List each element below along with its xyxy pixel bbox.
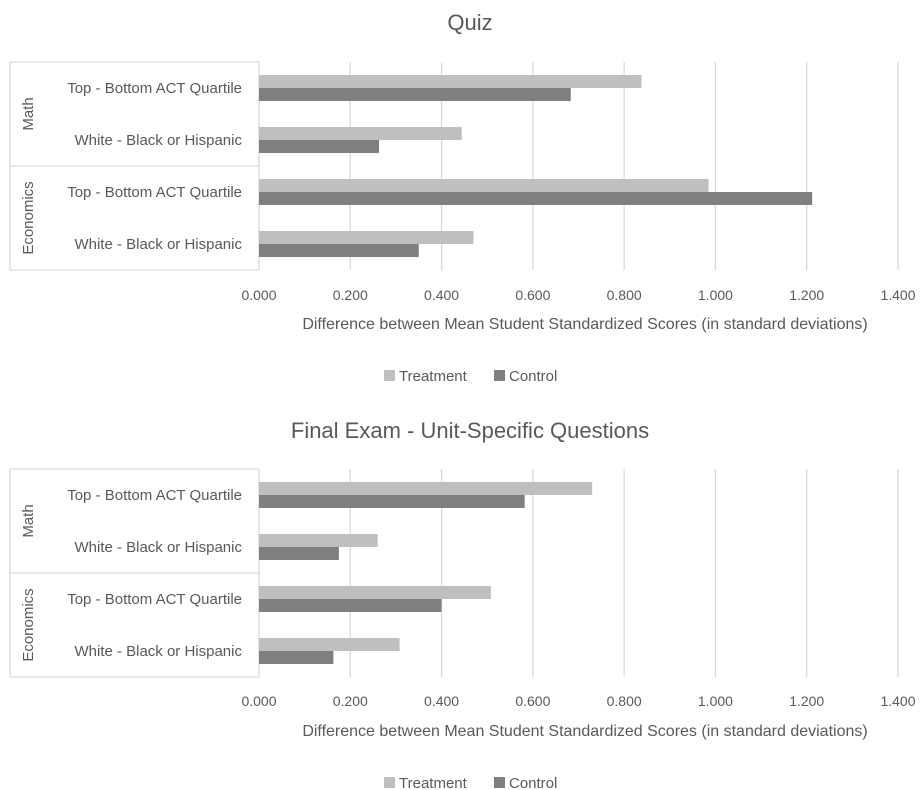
x-tick-label: 0.200 — [333, 287, 368, 303]
category-label: Top - Bottom ACT Quartile — [67, 591, 242, 608]
category-label: White - Black or Hispanic — [74, 643, 242, 660]
x-tick-label: 0.400 — [424, 287, 459, 303]
x-tick-label: 0.400 — [424, 693, 459, 709]
group-label: Economics — [20, 181, 37, 254]
x-axis-title: Difference between Mean Student Standard… — [302, 723, 867, 740]
bar-control — [259, 651, 334, 664]
legend-label-treatment: Treatment — [399, 368, 468, 385]
group-label: Economics — [20, 588, 37, 661]
legend-swatch-treatment — [384, 777, 395, 788]
x-tick-label: 0.800 — [607, 693, 642, 709]
legend-label-control: Control — [509, 775, 557, 790]
x-tick-label: 0.800 — [607, 287, 642, 303]
x-axis-title: Difference between Mean Student Standard… — [302, 316, 867, 333]
bar-treatment — [259, 534, 378, 547]
x-tick-label: 1.400 — [880, 693, 915, 709]
group-label: Math — [20, 97, 37, 130]
group-label: Math — [20, 504, 37, 537]
legend: Treatment Control — [384, 368, 557, 385]
x-tick-label: 1.400 — [880, 287, 915, 303]
bar-treatment — [259, 638, 400, 651]
bar-treatment — [259, 179, 709, 192]
x-tick-label: 1.200 — [789, 287, 824, 303]
legend-swatch-control — [494, 777, 505, 788]
legend-label-treatment: Treatment — [399, 775, 468, 790]
bar-control — [259, 192, 813, 205]
bar-control — [259, 495, 525, 508]
chart-1: Quiz 0.000 0.200 0.400 0.600 0.800 1.000 1.200 1… — [9, 10, 916, 385]
category-label: Top - Bottom ACT Quartile — [67, 80, 242, 97]
legend: Treatment Control — [384, 775, 557, 790]
x-tick-label: 0.600 — [515, 693, 550, 709]
bar-treatment — [259, 231, 474, 244]
bar-treatment — [259, 75, 642, 88]
x-tick-label: 0.000 — [241, 287, 276, 303]
x-tick-label: 1.000 — [698, 693, 733, 709]
category-label: Top - Bottom ACT Quartile — [67, 487, 242, 504]
bar-control — [259, 599, 442, 612]
bar-treatment — [259, 482, 593, 495]
bar-control — [259, 547, 339, 560]
x-tick-label: 1.000 — [698, 287, 733, 303]
category-label: White - Black or Hispanic — [74, 539, 242, 556]
bar-control — [259, 88, 571, 101]
x-tick-label: 1.200 — [789, 693, 824, 709]
x-tick-label: 0.000 — [241, 693, 276, 709]
bar-control — [259, 244, 419, 257]
legend-swatch-treatment — [384, 370, 395, 381]
bar-treatment — [259, 586, 491, 599]
x-tick-label: 0.600 — [515, 287, 550, 303]
category-label: Top - Bottom ACT Quartile — [67, 184, 242, 201]
chart-title: Final Exam - Unit-Specific Questions — [291, 418, 649, 443]
x-tick-label: 0.200 — [333, 693, 368, 709]
chart-2: Final Exam - Unit-Specific Questions 0.00… — [9, 418, 916, 790]
category-label: White - Black or Hispanic — [74, 132, 242, 149]
bar-control — [259, 140, 380, 153]
legend-label-control: Control — [509, 368, 557, 385]
bar-treatment — [259, 127, 462, 140]
category-label: White - Black or Hispanic — [74, 236, 242, 253]
legend-swatch-control — [494, 370, 505, 381]
chart-title: Quiz — [447, 10, 492, 35]
